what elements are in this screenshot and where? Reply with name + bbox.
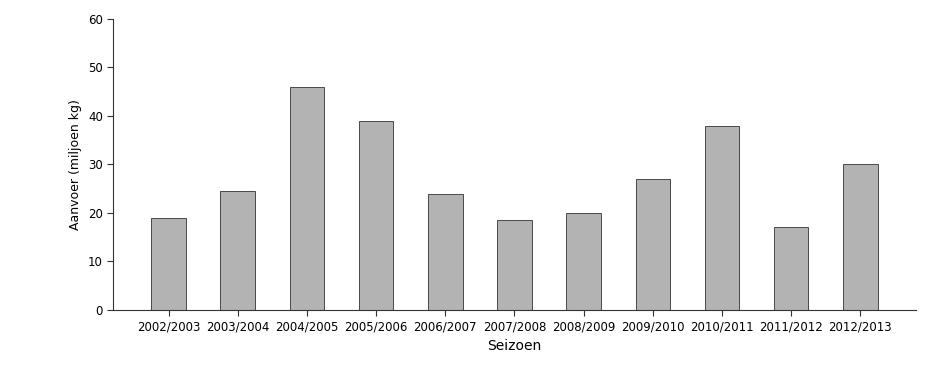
Bar: [221, 191, 255, 310]
Bar: [843, 164, 878, 310]
Bar: [290, 87, 324, 310]
Bar: [497, 220, 531, 310]
Bar: [359, 121, 394, 310]
Bar: [705, 125, 739, 310]
Bar: [774, 228, 808, 310]
Bar: [428, 194, 463, 310]
X-axis label: Seizoen: Seizoen: [487, 339, 542, 353]
Y-axis label: Aanvoer (miljoen kg): Aanvoer (miljoen kg): [70, 99, 82, 230]
Bar: [635, 179, 670, 310]
Bar: [151, 218, 186, 310]
Bar: [566, 213, 601, 310]
